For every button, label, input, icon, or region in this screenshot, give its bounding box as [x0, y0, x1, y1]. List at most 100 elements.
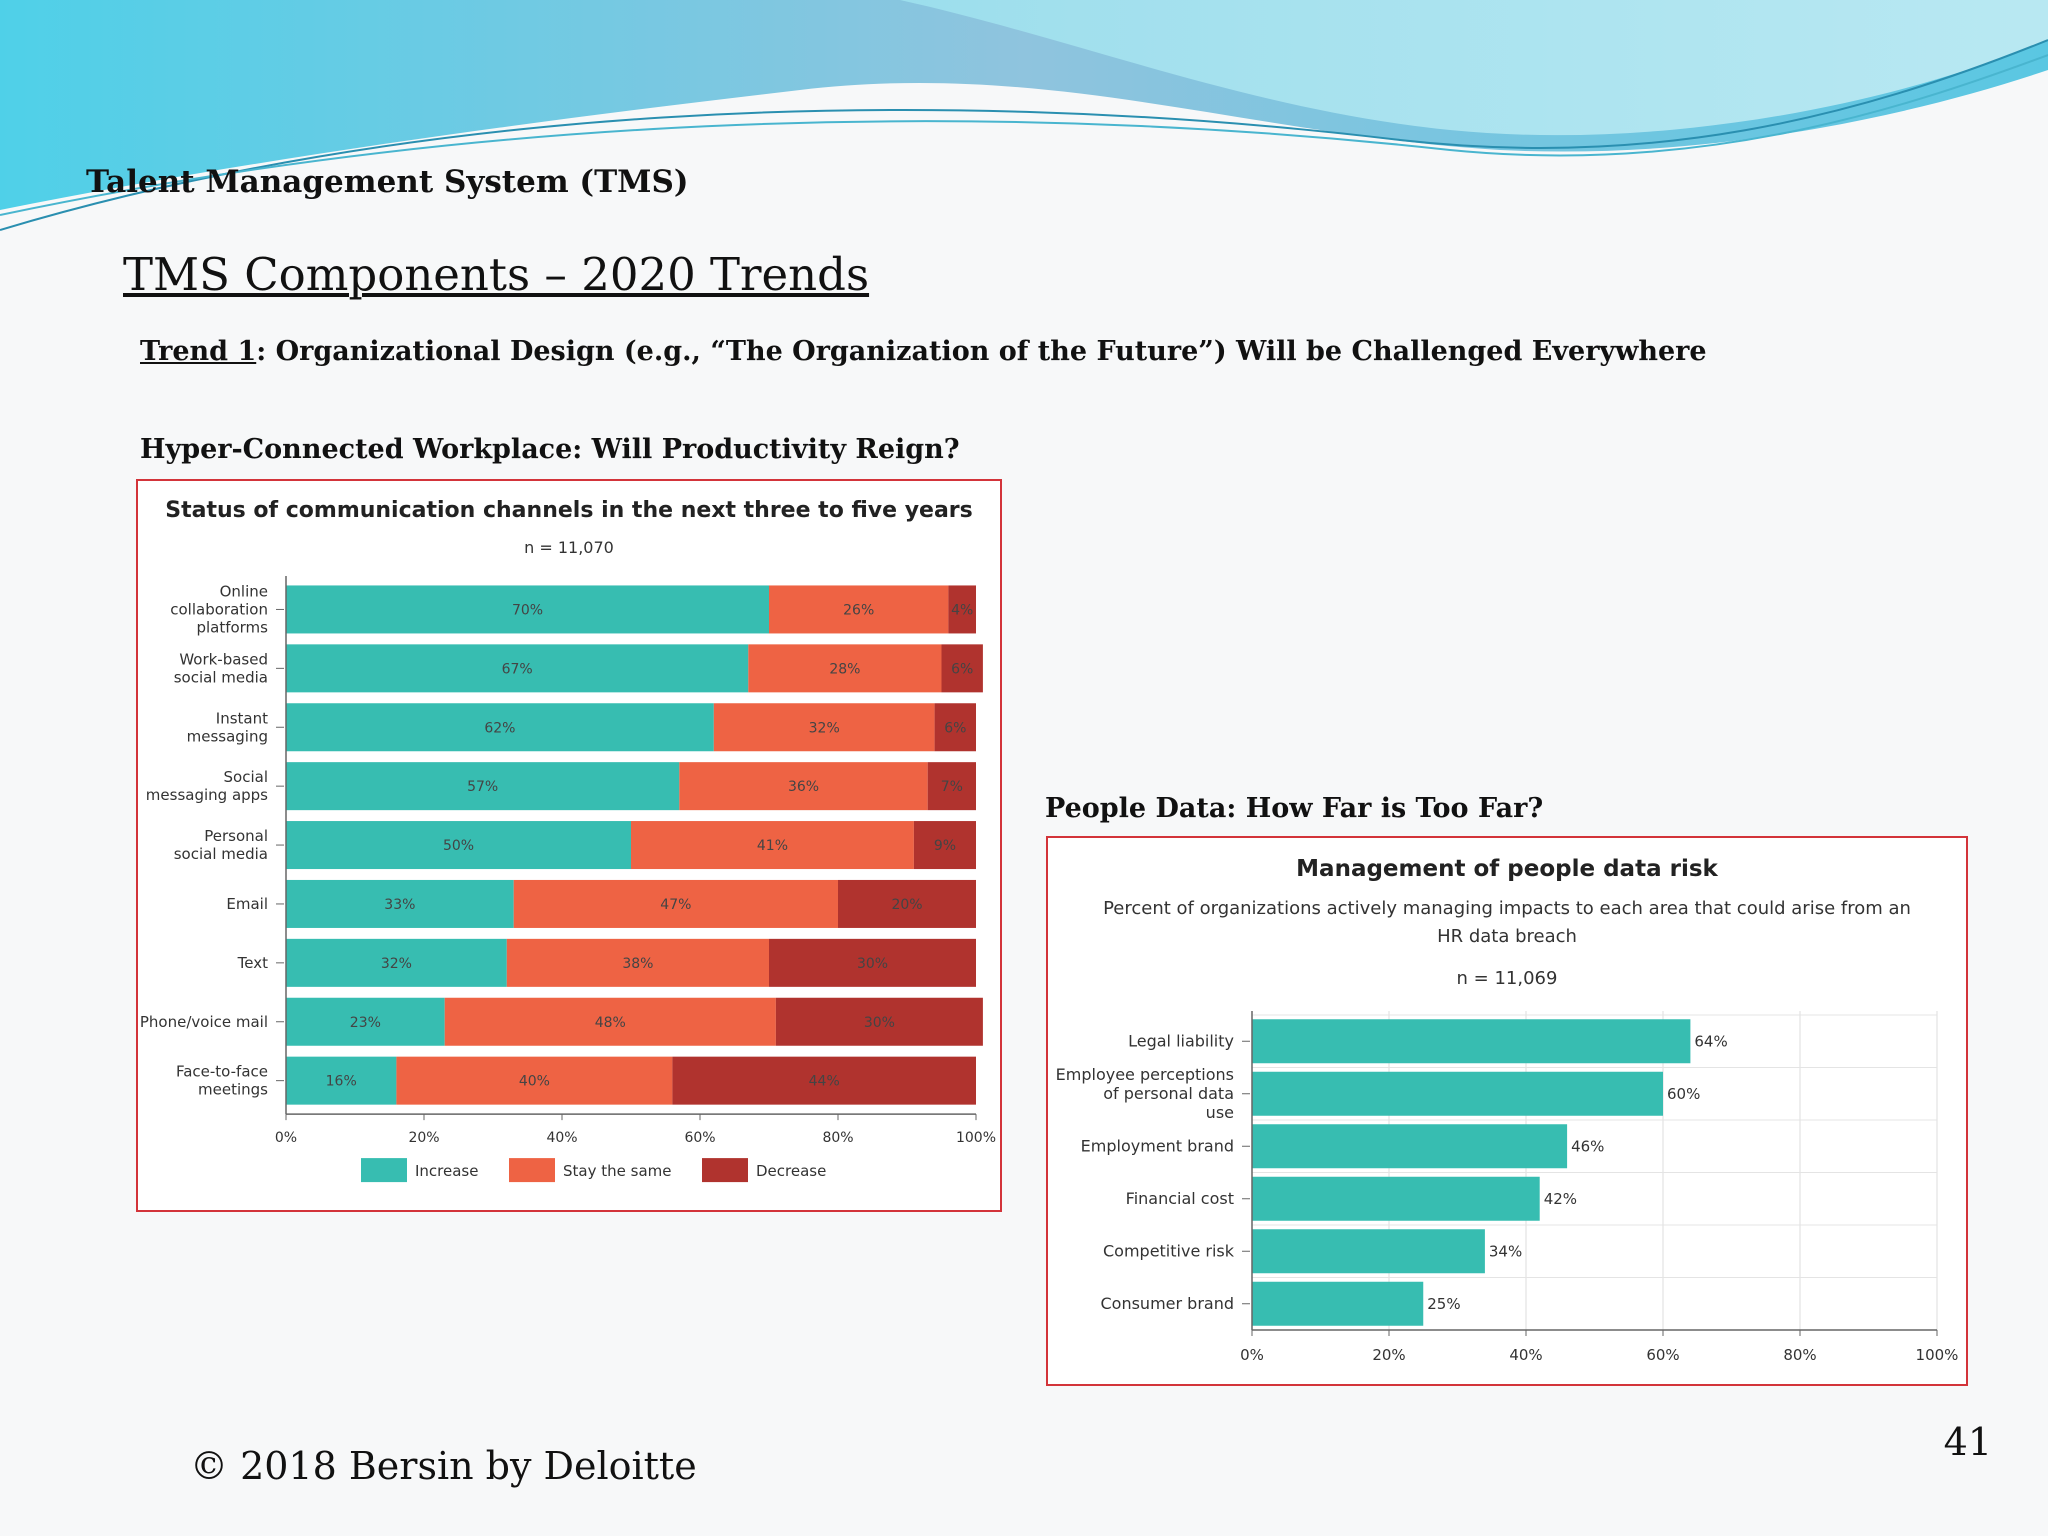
- bar-stay-the-same: [631, 821, 914, 870]
- bar-increase: [286, 585, 769, 634]
- bar-decrease: [769, 938, 976, 987]
- bar-decrease: [941, 644, 983, 693]
- data-label: 41%: [757, 838, 788, 854]
- bar-decrease: [927, 762, 976, 811]
- category-label: Employee perceptions: [1056, 1065, 1234, 1084]
- data-label: 23%: [350, 1015, 381, 1031]
- category-label: Social: [224, 768, 268, 786]
- bar-decrease: [948, 585, 976, 634]
- chart-subtitle: Percent of organizations actively managi…: [1103, 898, 1911, 919]
- data-label: 30%: [864, 1015, 895, 1031]
- data-label: 47%: [660, 897, 691, 913]
- category-label: use: [1206, 1103, 1234, 1122]
- data-label: 9%: [934, 838, 956, 854]
- bar-stay-the-same: [396, 1056, 673, 1105]
- bar-stay-the-same: [769, 585, 949, 634]
- bar-stay-the-same: [506, 938, 769, 987]
- x-tick-label: 60%: [684, 1130, 715, 1146]
- data-label: 38%: [622, 956, 653, 972]
- data-label: 6%: [944, 720, 966, 736]
- bar: [1252, 1019, 1691, 1064]
- data-label: 70%: [512, 602, 543, 618]
- data-label: 33%: [384, 897, 415, 913]
- page-number: 41: [1943, 1420, 1992, 1464]
- legend-label: Decrease: [756, 1162, 826, 1180]
- left-section-title: Hyper-Connected Workplace: Will Producti…: [140, 434, 960, 465]
- data-label: 64%: [1694, 1032, 1727, 1050]
- data-label: 16%: [326, 1074, 357, 1090]
- x-tick-label: 40%: [546, 1130, 577, 1146]
- category-label: Consumer brand: [1100, 1294, 1234, 1313]
- bar-stay-the-same: [513, 879, 838, 928]
- data-label: 42%: [1544, 1190, 1577, 1208]
- category-label: Phone/voice mail: [140, 1013, 268, 1031]
- category-label: social media: [174, 845, 268, 863]
- category-label: messaging apps: [146, 786, 268, 804]
- communication-channels-chart: Status of communication channels in the …: [136, 479, 1002, 1212]
- people-data-risk-chart-svg: Management of people data risk Percent of…: [1056, 856, 1959, 1364]
- bar: [1252, 1281, 1424, 1326]
- legend-swatch: [509, 1158, 555, 1183]
- category-label: Instant: [216, 709, 268, 727]
- right-section-title: People Data: How Far is Too Far?: [1045, 793, 1544, 824]
- data-label: 48%: [595, 1015, 626, 1031]
- data-label: 67%: [502, 661, 533, 677]
- data-label: 44%: [809, 1074, 840, 1090]
- legend-swatch: [702, 1158, 748, 1183]
- chart-title: Status of communication channels in the …: [165, 498, 973, 523]
- data-label: 4%: [951, 602, 973, 618]
- data-label: 25%: [1427, 1295, 1460, 1313]
- legend-label: Stay the same: [563, 1162, 671, 1180]
- category-label: Personal: [204, 827, 268, 845]
- x-tick-label: 20%: [408, 1130, 439, 1146]
- data-label: 50%: [443, 838, 474, 854]
- data-label: 20%: [891, 897, 922, 913]
- bar-decrease: [775, 997, 983, 1046]
- bar: [1252, 1071, 1663, 1116]
- x-tick-label: 80%: [822, 1130, 853, 1146]
- category-label: social media: [174, 668, 268, 686]
- x-tick-label: 80%: [1783, 1346, 1816, 1364]
- category-label: Face-to-face: [176, 1063, 268, 1081]
- category-label: messaging: [187, 727, 268, 745]
- category-label: Email: [226, 895, 268, 913]
- bar-increase: [286, 703, 714, 752]
- data-label: 7%: [941, 779, 963, 795]
- chart-subtitle: n = 11,070: [524, 538, 614, 557]
- data-label: 32%: [809, 720, 840, 736]
- category-label: Financial cost: [1126, 1189, 1234, 1208]
- bar-stay-the-same: [679, 762, 928, 811]
- x-tick-label: 20%: [1372, 1346, 1405, 1364]
- x-tick-label: 100%: [956, 1130, 996, 1146]
- trend-heading: Trend 1: Organizational Design (e.g., “T…: [140, 336, 1707, 367]
- bar: [1252, 1229, 1485, 1274]
- bar: [1252, 1176, 1540, 1221]
- category-label: meetings: [198, 1081, 268, 1099]
- data-label: 57%: [467, 779, 498, 795]
- legend-swatch: [361, 1158, 407, 1183]
- data-label: 32%: [381, 956, 412, 972]
- category-label: Text: [237, 954, 268, 972]
- category-label: of personal data: [1103, 1084, 1234, 1103]
- trend-text: : Organizational Design (e.g., “The Orga…: [256, 336, 1707, 367]
- data-label: 6%: [951, 661, 973, 677]
- bar-increase: [286, 879, 514, 928]
- people-data-risk-chart: Management of people data risk Percent of…: [1046, 836, 1968, 1386]
- x-tick-label: 40%: [1509, 1346, 1542, 1364]
- bar-increase: [286, 938, 507, 987]
- x-tick-label: 0%: [275, 1130, 297, 1146]
- chart-subtitle: HR data breach: [1437, 926, 1577, 947]
- header-title: Talent Management System (TMS): [86, 164, 689, 200]
- data-label: 36%: [788, 779, 819, 795]
- page-title: TMS Components – 2020 Trends: [123, 248, 870, 301]
- x-tick-label: 60%: [1646, 1346, 1679, 1364]
- data-label: 62%: [484, 720, 515, 736]
- data-label: 26%: [843, 602, 874, 618]
- data-label: 60%: [1667, 1085, 1700, 1103]
- bar-decrease: [672, 1056, 976, 1105]
- legend-label: Increase: [415, 1162, 478, 1180]
- category-label: Online: [220, 582, 268, 600]
- bar-increase: [286, 644, 749, 693]
- bar-stay-the-same: [444, 997, 776, 1046]
- bar: [1252, 1124, 1568, 1169]
